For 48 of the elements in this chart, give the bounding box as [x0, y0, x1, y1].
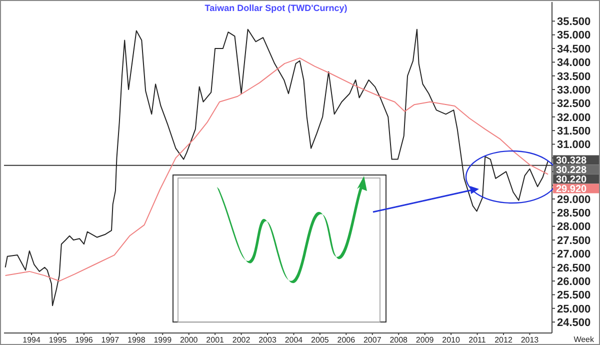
text: 30.228	[556, 165, 588, 176]
x-tick-label: 1994	[22, 336, 41, 345]
y-tick-label: 27.000	[557, 248, 591, 261]
y-tick-label: 31.000	[557, 139, 591, 152]
y-tick-label: 26.500	[557, 262, 591, 274]
y-tick-label: 29.000	[557, 194, 591, 206]
y-tick-label: 34.500	[557, 43, 591, 56]
y-tick-label: 34.000	[557, 57, 591, 70]
x-tick-label: 2012	[494, 336, 513, 345]
x-tick-label: 2011	[468, 336, 486, 345]
x-tick-label: 2005	[311, 336, 330, 345]
x-tick-label: 2000	[180, 336, 198, 345]
y-tick-label: 35.500	[557, 16, 591, 28]
y-tick-label: 26.000	[557, 276, 591, 288]
x-tick-label: 2003	[258, 336, 277, 345]
x-tick-label: 1998	[128, 336, 146, 345]
y-tick-label: 32.000	[557, 112, 591, 124]
x-axis-title: Week	[574, 335, 594, 344]
x-tick-label: 2006	[337, 336, 356, 345]
x-tick-label: 2013	[520, 336, 540, 345]
x-tick-label: 2007	[363, 336, 382, 345]
y-tick-label: 28.500	[557, 208, 591, 220]
text: 29.920	[556, 184, 588, 195]
x-tick-label: 2001	[206, 336, 225, 345]
y-tick-label: 28.000	[557, 221, 591, 234]
y-tick-label: 27.500	[557, 234, 591, 247]
x-tick-label: 1999	[154, 336, 172, 345]
x-tick-label: 2004	[284, 336, 304, 345]
x-tick-label: 2009	[416, 336, 434, 345]
line-series	[4, 28, 549, 306]
y-tick-label: 32.500	[557, 98, 591, 110]
y-tick-label: 25.000	[557, 303, 591, 316]
chart-title: Taiwan Dollar Spot (TWD'Curncy)	[204, 3, 348, 13]
x-tick-label: 2010	[442, 336, 460, 345]
y-tick-label: 24.500	[557, 316, 591, 329]
text: 30.220	[556, 174, 588, 186]
x-tick-label: 1996	[75, 336, 94, 345]
x-tick-label: 1995	[48, 336, 68, 345]
x-tick-label: 2002	[232, 336, 251, 345]
x-tick-label: 2008	[390, 336, 408, 345]
line-series	[4, 58, 549, 282]
y-tick-label: 35.000	[557, 30, 591, 42]
y-tick-label: 31.500	[557, 125, 591, 138]
y-tick-label: 33.000	[557, 84, 591, 96]
x-tick-label: 1997	[101, 336, 120, 345]
y-tick-label: 25.500	[557, 290, 591, 302]
y-tick-label: 33.500	[557, 70, 591, 83]
text: 30.328	[556, 156, 588, 166]
